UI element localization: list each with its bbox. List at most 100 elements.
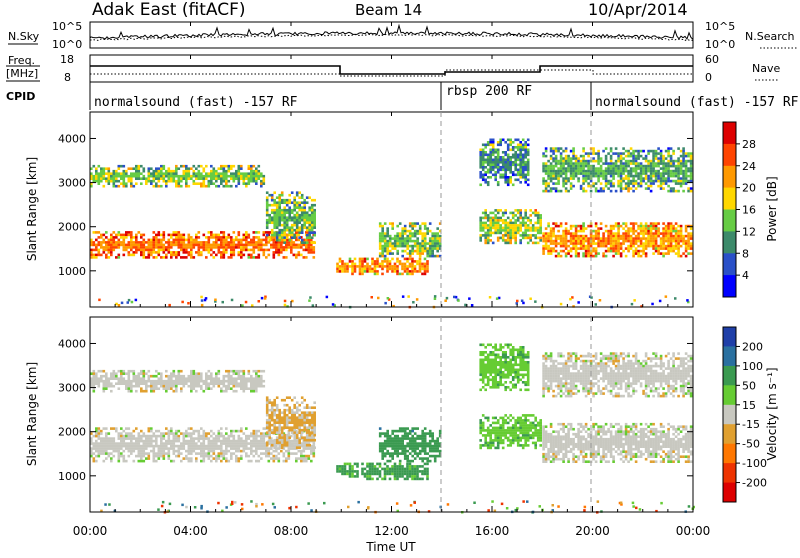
heatmap-cell (125, 234, 128, 237)
heatmap-cell (615, 250, 618, 253)
heatmap-cell (160, 234, 163, 237)
heatmap-cell (150, 427, 153, 430)
heatmap-cell (98, 370, 101, 373)
heatmap-cell (198, 452, 201, 455)
heatmap-cell (610, 247, 613, 250)
heatmap-cell (100, 442, 103, 445)
heatmap-cell (650, 167, 653, 170)
heatmap-cell (539, 214, 542, 217)
heatmap-cell (597, 237, 600, 240)
heatmap-cell (130, 182, 133, 185)
heatmap-cell (100, 377, 103, 380)
heatmap-cell (401, 235, 404, 238)
heatmap-cell (228, 375, 231, 378)
heatmap-cell (273, 419, 276, 422)
heatmap-cell (118, 241, 121, 244)
heatmap-cell (527, 139, 530, 142)
heatmap-cell (587, 182, 590, 185)
heatmap-cell (158, 380, 161, 383)
heatmap-cell (283, 229, 286, 232)
heatmap-cell (565, 237, 568, 240)
heatmap-cell (93, 435, 96, 438)
heatmap-cell (414, 268, 417, 271)
heatmap-cell (509, 222, 512, 225)
heatmap-cell (253, 432, 256, 435)
heatmap-cell (185, 239, 188, 242)
heatmap-cell (113, 236, 116, 239)
heatmap-cell (560, 222, 563, 225)
heatmap-cell (220, 231, 223, 234)
heatmap-cell (585, 247, 588, 250)
heatmap-cell (529, 229, 532, 232)
freq-unit-label: [MHz] (6, 67, 38, 80)
heatmap-cell (255, 167, 258, 170)
heatmap-cell (577, 172, 580, 175)
heatmap-cell (313, 251, 316, 254)
heatmap-cell (240, 455, 243, 458)
heatmap-cell (118, 445, 121, 448)
heatmap-cell (195, 430, 198, 433)
heatmap-cell (185, 185, 188, 188)
heatmap-cell (278, 426, 281, 429)
heatmap-cell (305, 447, 308, 450)
heatmap-cell (110, 447, 113, 450)
heatmap-cell (567, 252, 570, 255)
heatmap-cell (283, 221, 286, 224)
heatmap-cell (255, 175, 258, 178)
heatmap-cell (620, 172, 623, 175)
heatmap-cell (281, 431, 284, 434)
heatmap-cell (627, 165, 630, 168)
heatmap-cell (401, 250, 404, 253)
heatmap-cell (268, 254, 271, 257)
heatmap-cell (138, 249, 141, 252)
heatmap-cell (273, 439, 276, 442)
heatmap-cell (208, 445, 211, 448)
heatmap-cell (542, 240, 545, 243)
heatmap-cell (193, 445, 196, 448)
heatmap-cell (230, 167, 233, 170)
heatmap-cell (406, 230, 409, 233)
heatmap-cell (255, 377, 258, 380)
heatmap-cell (577, 170, 580, 173)
heatmap-cell (165, 249, 168, 252)
heatmap-cell (243, 445, 246, 448)
heatmap-cell (228, 256, 231, 259)
heatmap-cell (677, 190, 680, 193)
heatmap-cell (263, 452, 266, 455)
heatmap-cell (610, 160, 613, 163)
heatmap-cell (391, 252, 394, 255)
heatmap-cell (158, 382, 161, 385)
heatmap-cell (575, 225, 578, 228)
heatmap-cell (163, 239, 166, 242)
heatmap-cell (522, 217, 525, 220)
heatmap-cell (615, 237, 618, 240)
heatmap-cell (281, 231, 284, 234)
heatmap-cell (499, 139, 502, 142)
heatmap-cell (610, 237, 613, 240)
heatmap-cell (143, 450, 146, 453)
heatmap-cell (291, 234, 294, 237)
heatmap-cell (645, 157, 648, 160)
heatmap-cell (570, 187, 573, 190)
heatmap-cell (341, 270, 344, 273)
heatmap-cell (509, 156, 512, 159)
heatmap-cell (489, 139, 492, 142)
heatmap-cell (155, 437, 158, 440)
heatmap-cell (218, 382, 221, 385)
heatmap-cell (620, 157, 623, 160)
heatmap-cell (592, 237, 595, 240)
heatmap-cell (240, 167, 243, 170)
heatmap-cell (607, 170, 610, 173)
heatmap-cell (238, 450, 241, 453)
heatmap-cell (113, 246, 116, 249)
heatmap-cell (175, 251, 178, 254)
heatmap-cell (225, 182, 228, 185)
heatmap-cell (539, 217, 542, 220)
heatmap-cell (266, 426, 269, 429)
heatmap-cell (507, 154, 510, 157)
heatmap-cell (230, 382, 233, 385)
heatmap-cell (135, 455, 138, 458)
heatmap-cell (595, 222, 598, 225)
heatmap-cell (640, 242, 643, 245)
heatmap-cell (386, 242, 389, 245)
